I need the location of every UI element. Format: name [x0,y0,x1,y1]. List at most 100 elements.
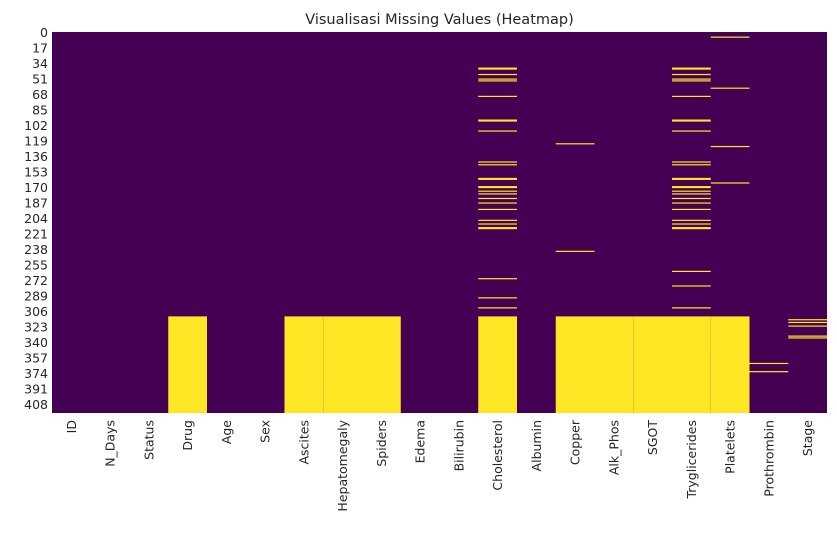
x-tick-label-n_days: N_Days [103,420,118,467]
missing-block-hepatomegaly [323,316,362,413]
y-tick-label: 272 [24,273,48,288]
missing-cell-tryglicerides [672,178,711,180]
missing-cell-platelets [710,340,750,342]
missing-cell-platelets [710,87,750,89]
missing-cell-cholesterol [478,202,517,204]
y-tick-label: 17 [32,40,48,55]
y-tick-label: 306 [24,304,48,319]
missing-cell-tryglicerides [672,186,711,188]
x-tick-label-tryglicerides: Tryglicerides [684,420,699,500]
missing-cell-tryglicerides [672,177,711,180]
missing-cell-cholesterol [478,178,517,180]
heatmap-cells [52,32,827,413]
missing-cell-tryglicerides [672,285,711,287]
x-tick-label-alk_phos: Alk_Phos [606,420,621,475]
missing-block-ascites [284,316,324,413]
y-tick-label: 357 [24,350,48,365]
missing-cell-tryglicerides [672,78,711,80]
missing-cell-cholesterol [478,67,517,69]
missing-cell-tryglicerides [672,190,711,192]
missing-cell-stage [788,325,827,327]
y-tick-label: 289 [24,288,48,303]
missing-cell-cholesterol [478,80,517,82]
missing-cell-cholesterol [478,219,517,221]
missing-cell-tryglicerides [672,219,711,221]
missing-cell-tryglicerides [672,120,711,122]
x-tick-label-stage: Stage [800,420,815,456]
y-tick-label: 153 [24,164,48,179]
missing-block-tryglicerides [672,316,711,413]
x-tick-label-edema: Edema [413,420,428,463]
missing-cell-platelets [710,325,750,327]
missing-cell-tryglicerides [672,161,711,163]
missing-cell-cholesterol [478,208,517,211]
missing-cell-tryglicerides [672,270,711,273]
x-tick-label-sgot: SGOT [645,420,660,455]
missing-cell-cholesterol [478,119,517,121]
y-tick-label: 102 [24,118,48,133]
x-tick-label-ascites: Ascites [296,420,311,465]
missing-cell-cholesterol [478,307,517,309]
missing-block-drug [168,316,207,413]
x-tick-label-drug: Drug [180,420,195,451]
missing-cell-cholesterol [478,193,517,195]
missing-cell-stage [788,335,827,337]
missing-cell-stage [788,319,827,321]
missing-cell-platelets [710,145,750,148]
missing-cell-tryglicerides [672,119,711,121]
chart-title: Visualisasi Missing Values (Heatmap) [305,12,574,28]
missing-cell-tryglicerides [672,223,711,225]
missing-cell-cholesterol [478,186,517,188]
y-tick-label: 187 [24,195,48,210]
y-tick-label: 238 [24,242,48,257]
missing-block-spiders [362,316,401,413]
x-tick-label-albumin: Albumin [529,420,544,471]
missing-cell-tryglicerides [672,67,711,69]
missing-cell-platelets [710,336,750,338]
missing-cell-cholesterol [478,161,517,163]
y-tick-label: 85 [32,102,48,117]
missing-cell-cholesterol [478,130,517,132]
y-tick-label: 255 [24,257,48,272]
y-tick-label: 340 [24,335,48,350]
missing-cell-stage [788,321,827,324]
missing-cell-tryglicerides [672,197,711,200]
missing-cell-cholesterol [478,227,517,229]
missing-cell-cholesterol [478,78,517,80]
missing-cell-platelets [710,36,750,38]
y-tick-label: 323 [24,319,48,334]
x-tick-label-spiders: Spiders [374,420,389,467]
missing-cell-tryglicerides [672,68,711,70]
x-tick-label-hepatomegaly: Hepatomegaly [335,419,350,511]
y-tick-label: 204 [24,211,48,226]
missing-cell-cholesterol [478,197,517,200]
missing-cell-tryglicerides [672,95,711,98]
x-tick-label-copper: Copper [568,419,583,465]
x-tick-label-platelets: Platelets [723,420,738,474]
missing-cell-cholesterol [478,177,517,180]
y-tick-label: 136 [24,149,48,164]
y-tick-label: 0 [40,25,48,40]
x-tick-label-prothrombin: Prothrombin [761,420,776,497]
missing-cell-cholesterol [478,278,517,280]
x-axis-ticks: ID N_Days Status Drug Age Sex Ascites Hepatomeg… [64,419,815,511]
missing-cell-cholesterol [478,164,517,166]
missing-block-cholesterol [478,316,517,413]
missing-cell-tryglicerides [672,193,711,195]
missing-cell-cholesterol [478,95,517,98]
y-tick-label: 408 [24,397,48,412]
x-tick-label-bilirubin: Bilirubin [451,420,466,471]
missing-cell-tryglicerides [672,130,711,132]
missing-cell-copper [555,143,595,145]
missing-block-copper [555,316,595,413]
missing-block-sgot [633,316,672,413]
missing-cell-tryglicerides [672,164,711,166]
missing-cell-tryglicerides [672,227,711,229]
missing-cell-prothrombin [749,371,789,373]
missing-block-platelets [710,316,750,413]
missing-cell-cholesterol [478,68,517,70]
missing-cell-cholesterol [478,186,517,189]
missing-cell-tryglicerides [672,186,711,189]
missing-cell-cholesterol [478,190,517,192]
missing-cell-tryglicerides [672,227,711,230]
